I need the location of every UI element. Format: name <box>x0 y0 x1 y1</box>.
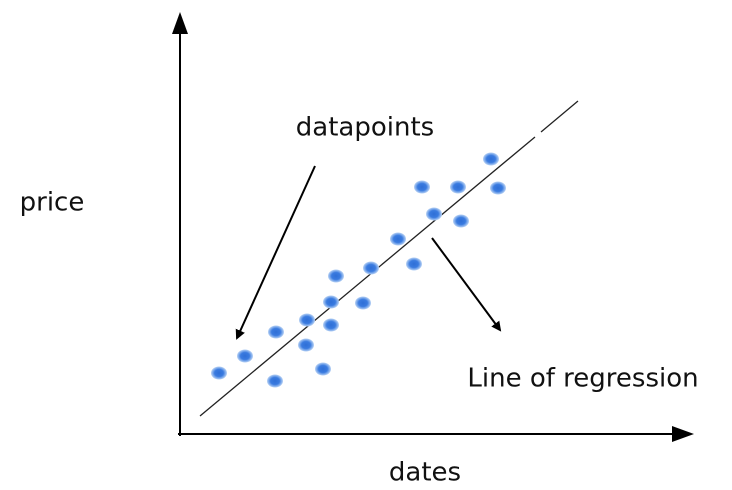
datapoint <box>315 362 331 376</box>
datapoint <box>414 180 430 194</box>
datapoint <box>363 261 379 275</box>
datapoint <box>299 313 315 327</box>
datapoint <box>328 269 344 283</box>
y-arrowhead <box>172 12 188 34</box>
datapoint <box>426 207 442 221</box>
datapoint <box>237 349 253 363</box>
datapoints <box>211 152 506 388</box>
datapoint <box>323 295 339 309</box>
datapoint <box>406 257 422 271</box>
axes <box>172 12 694 442</box>
datapoint <box>323 318 339 332</box>
pointer-arrow <box>235 165 316 340</box>
annotation: datapoints <box>296 113 434 143</box>
datapoint <box>490 181 506 195</box>
regression-line <box>199 136 536 417</box>
datapoint <box>483 152 499 166</box>
datapoint <box>268 325 284 339</box>
datapoint <box>267 374 283 388</box>
datapoint <box>390 232 406 246</box>
datapoint <box>453 214 469 228</box>
datapoint <box>355 296 371 310</box>
regression-line-end <box>540 100 579 133</box>
datapoint <box>211 366 227 380</box>
x-axis-label: dates <box>389 458 461 488</box>
datapoint <box>298 338 314 352</box>
datapoint <box>450 180 466 194</box>
annotation: Line of regression <box>467 364 698 394</box>
x-arrowhead <box>672 426 694 442</box>
y-axis-label: price <box>20 188 85 218</box>
pointer-arrow <box>431 237 502 332</box>
